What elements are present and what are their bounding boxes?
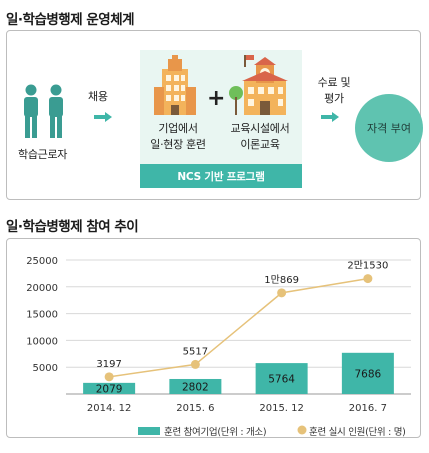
y-tick-label: 25000 [26,256,58,267]
hire-label: 채용 [88,90,108,103]
participation-trend-chart: 25000 20000 15000 10000 5000 2079 2802 5764 768… [26,256,411,414]
line-value-label: 2만1530 [347,260,388,272]
legend-bar-swatch [138,427,160,435]
y-tick-label: 10000 [26,336,58,347]
line-value-label: 1만869 [264,274,299,286]
x-tick-label: 2015. 6 [176,403,214,414]
arrow-right-icon [94,112,112,122]
line-series: 3197 5517 1만869 2만1530 [96,260,388,382]
line-point [190,359,200,369]
x-tick-label: 2015. 12 [259,403,304,414]
bar-value-label: 7686 [355,368,382,380]
school-label-line2: 이론교육 [240,138,280,151]
bar-value-label: 5764 [268,374,295,386]
line-value-label: 3197 [96,359,121,370]
completion-label-line1: 수료 및 [317,76,351,89]
series-line [109,277,368,378]
x-axis-ticks: 2014. 12 2015. 6 2015. 12 2016. 7 [87,403,387,414]
completion-label-line2: 평가 [324,92,344,105]
bar [169,378,222,394]
y-tick-label: 15000 [26,310,58,321]
legend-line-swatch [297,425,307,435]
company-building-icon [154,55,196,115]
trend-chart-frame [6,238,421,438]
y-axis-ticks: 25000 20000 15000 10000 5000 [26,256,58,374]
worker-icon [24,84,63,138]
x-tick-label: 2014. 12 [87,403,132,414]
worker-label: 학습근로자 [18,148,68,161]
bar-value-label: 2079 [96,383,123,395]
school-building-icon [229,55,288,115]
company-label-line1: 기업에서 [158,122,198,135]
bar-series: 2079 2802 5764 7686 [83,352,394,395]
arrow-right-icon [321,112,339,122]
y-tick-label: 20000 [26,283,58,294]
ncs-program-bar: NCS 기반 프로그램 [140,164,302,188]
line-point [277,288,287,298]
qualification-badge: 자격 부여 [355,94,423,162]
section-title-operation: 일·학습병행제 운영체계 [6,12,135,28]
section-title-trend: 일·학습병행제 참여 추이 [6,219,139,235]
school-label-line1: 교육시설에서 [230,122,290,135]
line-point [104,372,114,382]
bar [83,382,136,394]
legend-line-label: 훈련 실시 인원(단위 : 명) [309,427,406,438]
line-point [363,274,373,284]
bar [341,352,394,394]
y-tick-label: 5000 [33,363,58,374]
line-value-label: 5517 [183,346,208,357]
bar [255,363,308,394]
plus-icon: + [207,86,226,111]
x-tick-label: 2016. 7 [349,403,387,414]
bar-value-label: 2802 [182,381,209,393]
legend-bar-label: 훈련 참여기업(단위 : 개소) [164,427,267,438]
company-label-line2: 일·현장 훈련 [150,138,206,151]
